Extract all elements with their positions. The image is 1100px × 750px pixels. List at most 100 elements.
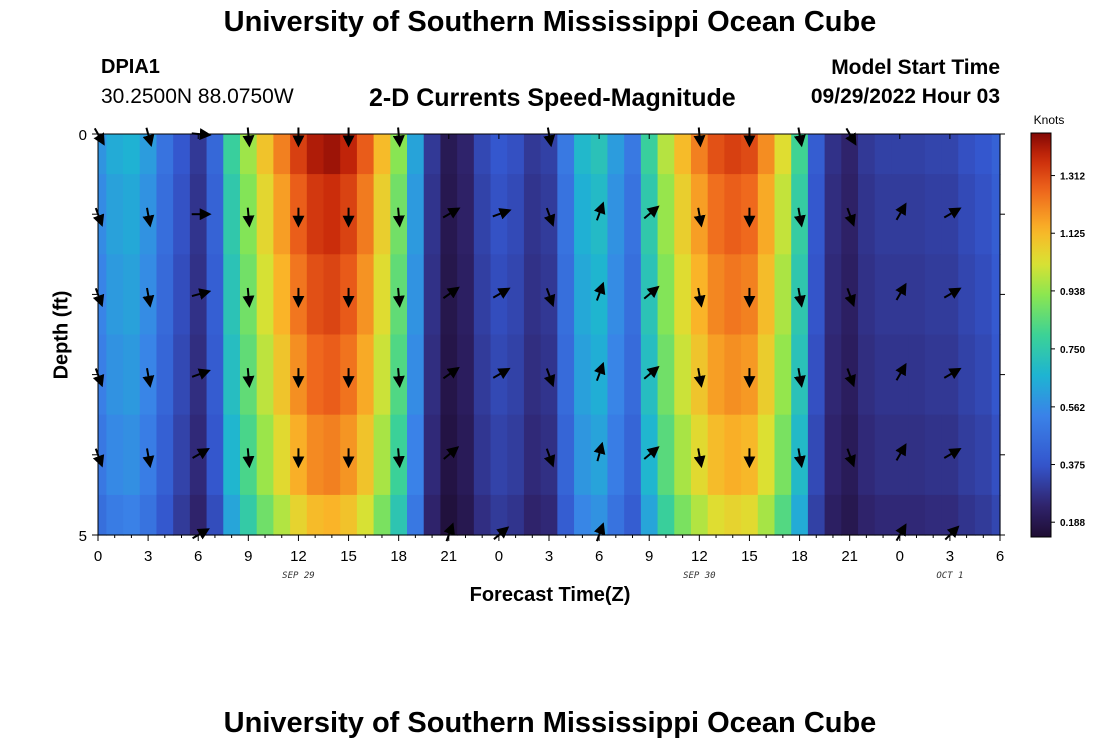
heatmap-cell <box>874 414 893 496</box>
model-start-value: 09/29/2022 Hour 03 <box>810 85 1000 108</box>
heatmap-cell <box>440 494 458 536</box>
current-arrow <box>492 208 512 220</box>
heatmap-cell <box>490 134 508 175</box>
heatmap-cell <box>356 414 375 496</box>
current-arrow <box>895 362 907 381</box>
heatmap-cell <box>457 414 475 496</box>
heatmap-cell <box>323 174 341 255</box>
heatmap-cell <box>807 494 826 536</box>
colorbar-tick-label: 0.938 <box>1060 287 1085 298</box>
current-arrow <box>543 368 556 388</box>
heatmap-cell <box>607 334 625 416</box>
heatmap-cell <box>958 414 976 496</box>
heatmap-cell <box>273 334 291 416</box>
x-tick-label: 3 <box>946 548 954 565</box>
heatmap-cell <box>908 494 926 536</box>
heatmap-cell <box>958 134 976 175</box>
heatmap-cell <box>824 174 842 255</box>
current-arrow <box>593 361 606 382</box>
heatmap-cell <box>757 334 776 416</box>
current-arrow <box>392 207 405 228</box>
heatmap-cell <box>306 334 325 416</box>
heatmap-cell <box>223 334 241 416</box>
heatmap-cell <box>958 174 976 255</box>
heatmap-cell <box>123 134 141 175</box>
colorbar-tick-label: 0.188 <box>1060 518 1085 529</box>
heatmap-cell <box>624 334 642 416</box>
heatmap-cell <box>774 134 792 175</box>
current-arrow <box>192 448 210 460</box>
heatmap-cell <box>590 494 609 536</box>
current-arrow <box>543 207 556 227</box>
heatmap-cell <box>390 494 408 536</box>
current-arrow <box>844 287 856 308</box>
heatmap-cell <box>924 254 943 336</box>
heatmap-cell <box>523 134 542 175</box>
current-arrow <box>492 367 511 380</box>
heatmap-cell <box>908 134 926 175</box>
heatmap-cell <box>523 254 542 336</box>
current-arrow <box>593 281 606 301</box>
colorbar-tick-label: 1.312 <box>1060 172 1085 183</box>
heatmap-cell <box>607 414 625 496</box>
x-tick-label: 21 <box>841 548 858 565</box>
heatmap-cell <box>98 334 107 416</box>
heatmap-cell <box>674 254 692 336</box>
heatmap-cell <box>256 254 274 336</box>
heatmap-cell <box>624 174 642 255</box>
heatmap-cell <box>507 494 525 536</box>
heatmap-cell <box>640 494 659 536</box>
heatmap-cell <box>323 134 341 175</box>
heatmap-cell <box>707 414 725 496</box>
x-tick-label: 9 <box>244 548 252 565</box>
heatmap-cell <box>657 414 675 496</box>
current-arrow <box>442 286 460 299</box>
heatmap-cell <box>256 494 274 536</box>
current-arrow <box>142 368 155 388</box>
heatmap-cell <box>239 494 258 536</box>
heatmap-cell <box>557 334 575 416</box>
heatmap-cell <box>273 174 291 255</box>
heatmap-cell <box>557 134 575 175</box>
heatmap-cell <box>924 494 943 536</box>
heatmap-cell <box>807 414 826 496</box>
heatmap-cell <box>223 414 241 496</box>
heatmap-cell <box>356 174 375 255</box>
heatmap-cell <box>574 494 592 536</box>
current-arrow <box>693 207 706 228</box>
heatmap-cell <box>707 494 725 536</box>
current-arrow <box>242 207 255 228</box>
station-coordinates: 30.2500N 88.0750W <box>101 85 294 108</box>
heatmap-cell <box>891 494 909 536</box>
heatmap-cell <box>440 134 458 175</box>
heatmap-cell <box>457 494 475 536</box>
heatmap-cell <box>724 414 742 496</box>
current-arrow <box>844 368 856 388</box>
heatmap-cell <box>407 254 425 336</box>
heatmap-cell <box>974 494 993 536</box>
heatmap-cell <box>858 494 876 536</box>
heatmap-cell <box>173 334 191 416</box>
heatmap-cell <box>173 134 191 175</box>
heatmap-cell <box>707 254 725 336</box>
heatmap-cell <box>423 414 442 496</box>
heatmap-cell <box>223 174 241 255</box>
heatmap-cell <box>757 174 776 255</box>
heatmap-cell <box>206 334 224 416</box>
heatmap-cell <box>156 494 174 536</box>
current-arrow <box>492 287 511 299</box>
heatmap-cell <box>139 494 158 536</box>
heatmap-cell <box>824 254 842 336</box>
current-arrow <box>242 448 255 469</box>
heatmap-cell <box>156 334 174 416</box>
heatmap-cell <box>607 494 625 536</box>
heatmap-cell <box>473 254 492 336</box>
x-tick-label: 3 <box>144 548 152 565</box>
current-arrow <box>793 448 806 469</box>
heatmap-cell <box>724 334 742 416</box>
heatmap-cell <box>173 174 191 255</box>
heatmap-cell <box>540 494 558 536</box>
heatmap-cell <box>356 334 375 416</box>
heatmap-cell <box>841 494 859 536</box>
heatmap-cell <box>958 254 976 336</box>
